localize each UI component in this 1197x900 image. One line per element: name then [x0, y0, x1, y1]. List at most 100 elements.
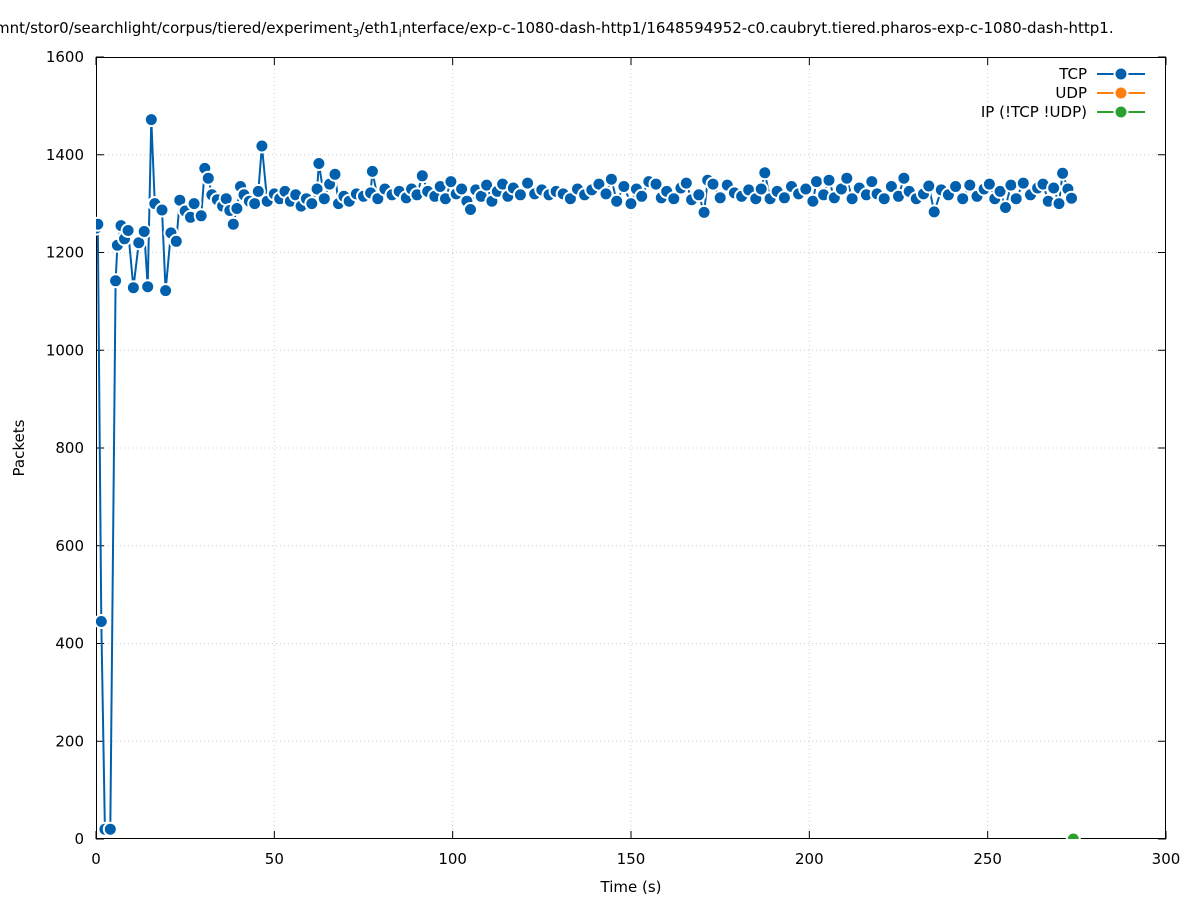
- y-tick-labels: 0 200 400 600 800 1000 1200 1400 1600: [46, 48, 84, 848]
- data-point: [229, 201, 245, 216]
- series-ip-tcp-udp: [1065, 831, 1081, 839]
- y-tick-label: 0: [74, 830, 84, 848]
- data-point: [327, 166, 343, 182]
- data-point: [200, 170, 216, 186]
- data-point: [309, 181, 325, 197]
- data-point: [304, 196, 320, 212]
- data-point: [463, 202, 478, 217]
- y-tick-label: 1200: [46, 244, 84, 262]
- data-point: [1046, 180, 1062, 196]
- data-point: [96, 614, 109, 629]
- y-tick-label: 400: [55, 635, 84, 653]
- legend-item: IP (!TCP !UDP): [981, 103, 1145, 121]
- data-point: [821, 172, 837, 188]
- data-point: [140, 279, 156, 295]
- data-point: [512, 187, 528, 203]
- data-point: [634, 188, 650, 204]
- data-point: [414, 168, 430, 184]
- data-point: [696, 204, 712, 220]
- y-tick-label: 800: [55, 439, 84, 457]
- data-point: [798, 181, 814, 197]
- data-point: [370, 191, 386, 207]
- x-tick-label: 150: [617, 850, 646, 868]
- x-tick-label: 100: [438, 850, 467, 868]
- data-point: [250, 183, 266, 199]
- data-point: [623, 196, 639, 212]
- chart-title: /mnt/stor0/searchlight/corpus/tiered/exp…: [0, 19, 1114, 40]
- legend-label: IP (!TCP !UDP): [981, 103, 1087, 121]
- data-point: [955, 191, 971, 207]
- data-point: [154, 202, 170, 218]
- data-point: [364, 163, 380, 179]
- x-tick-label: 0: [91, 850, 101, 868]
- data-point: [926, 204, 942, 220]
- chart-title-part2: /eth1: [359, 19, 399, 37]
- data-point: [809, 174, 824, 190]
- data-point: [158, 283, 174, 299]
- data-point: [108, 273, 124, 289]
- data-point: [225, 216, 241, 232]
- data-point: [616, 179, 632, 194]
- data-point: [1003, 177, 1019, 193]
- data-point: [948, 179, 964, 194]
- data-point: [962, 177, 978, 193]
- x-axis-label: Time (s): [600, 878, 662, 896]
- data-point: [598, 186, 614, 202]
- axis-ticks: [95, 56, 1167, 840]
- legend-label: UDP: [1055, 84, 1087, 102]
- data-point: [1065, 831, 1081, 839]
- data-point: [776, 190, 792, 206]
- data-point: [562, 191, 578, 207]
- chart-title-part1: /mnt/stor0/searchlight/corpus/tiered/exp…: [0, 19, 353, 37]
- data-point: [254, 138, 270, 154]
- data-point: [125, 280, 141, 296]
- data-point: [591, 176, 607, 192]
- legend-item: UDP: [1055, 84, 1145, 102]
- chart-title-sub2: i: [398, 27, 402, 40]
- data-point: [454, 181, 470, 197]
- data-point: [1008, 191, 1024, 207]
- y-tick-label: 200: [55, 732, 84, 750]
- legend-item: TCP: [1058, 65, 1145, 83]
- data-point: [839, 170, 855, 186]
- x-tick-labels: 0 50 100 150 200 250 300: [91, 850, 1180, 868]
- series-line: [96, 118, 1073, 831]
- data-point: [1015, 175, 1031, 191]
- x-tick-label: 300: [1152, 850, 1181, 868]
- data-point: [96, 216, 106, 232]
- data-point: [479, 177, 495, 193]
- data-point: [981, 176, 997, 192]
- data-point: [921, 178, 937, 194]
- grid-lines: [96, 57, 1166, 839]
- data-point: [678, 175, 694, 191]
- legend-marker: [1113, 104, 1129, 120]
- data-point: [998, 200, 1013, 215]
- y-tick-label: 1000: [46, 341, 84, 359]
- data-point: [844, 191, 860, 207]
- data-point: [193, 208, 209, 224]
- data-point: [648, 176, 664, 192]
- data-point: [1055, 165, 1071, 181]
- data-point: [1051, 196, 1067, 212]
- series-tcp: [96, 112, 1079, 837]
- legend-marker: [1113, 85, 1129, 101]
- legend-label: TCP: [1058, 65, 1087, 83]
- legend-marker: [1113, 66, 1129, 82]
- data-point: [186, 196, 202, 212]
- data-point: [992, 183, 1008, 199]
- data-point: [316, 191, 332, 207]
- data-point: [876, 191, 892, 207]
- data-point: [136, 224, 152, 239]
- data-point: [691, 187, 707, 203]
- data-point: [712, 190, 728, 206]
- data-point: [609, 193, 625, 209]
- chart-title-part3: nterface/exp-c-1080-dash-http1/164859495…: [401, 19, 1114, 37]
- data-point: [102, 821, 118, 837]
- x-tick-label: 250: [973, 850, 1002, 868]
- data-point: [805, 193, 821, 209]
- series-layer: [96, 112, 1081, 839]
- y-tick-label: 1400: [46, 146, 84, 164]
- x-tick-label: 50: [265, 850, 284, 868]
